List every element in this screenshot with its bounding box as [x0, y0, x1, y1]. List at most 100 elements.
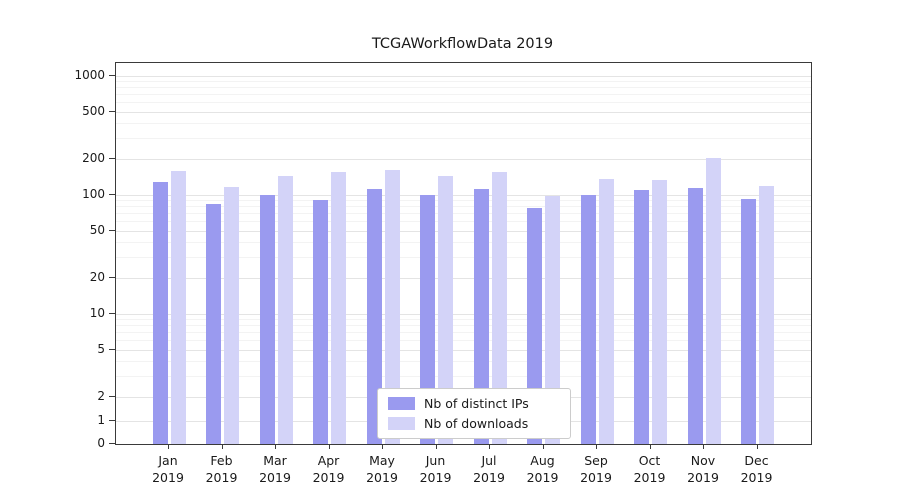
bar-downloads-mar	[277, 175, 293, 444]
x-tick-label: Jan 2019	[152, 453, 184, 485]
bar-downloads-sep	[598, 179, 614, 444]
major-gridline	[116, 111, 811, 113]
bar-distinct-ips-jan	[152, 182, 168, 444]
bar-downloads-dec	[759, 186, 774, 444]
y-tick-mark	[109, 158, 115, 159]
x-tick-label: Mar 2019	[259, 453, 291, 485]
bar-distinct-ips-mar	[259, 194, 275, 444]
legend: Nb of distinct IPs Nb of downloads	[377, 388, 571, 439]
bar-distinct-ips-apr	[313, 200, 328, 444]
bar-distinct-ips-sep	[580, 194, 596, 444]
bar-distinct-ips-nov	[687, 187, 703, 444]
minor-gridline	[116, 81, 811, 83]
minor-gridline	[116, 332, 811, 334]
x-tick-label: Sep 2019	[580, 453, 612, 485]
x-tick-mark	[221, 444, 223, 449]
minor-gridline	[116, 94, 811, 96]
y-tick-label: 50	[89, 222, 105, 237]
x-tick-mark	[168, 444, 169, 449]
plot-area	[115, 62, 812, 445]
minor-gridline	[116, 102, 811, 104]
major-gridline	[116, 278, 811, 279]
x-tick-mark	[489, 444, 490, 449]
bar-downloads-oct	[652, 180, 667, 444]
major-gridline	[116, 159, 811, 160]
major-gridline	[116, 194, 811, 196]
chart-title: TCGAWorkflowData 2019	[371, 36, 554, 52]
legend-label-distinct-ips: Nb of distinct IPs	[424, 396, 529, 411]
minor-gridline	[116, 138, 811, 140]
minor-gridline	[116, 340, 811, 342]
legend-swatch-distinct-ips	[388, 397, 415, 410]
x-tick-label: May 2019	[366, 453, 398, 485]
x-tick-mark	[328, 444, 330, 449]
bar-downloads-may	[384, 169, 400, 444]
y-tick-label: 10	[89, 305, 105, 320]
minor-gridline	[116, 221, 811, 223]
y-tick-label: 5	[97, 341, 105, 356]
bar-downloads-jan	[170, 170, 186, 444]
y-tick-mark	[109, 419, 115, 421]
bar-distinct-ips-aug	[527, 207, 542, 444]
legend-swatch-downloads	[388, 417, 415, 430]
x-tick-label: Jul 2019	[473, 453, 505, 485]
y-tick-label: 200	[82, 151, 105, 165]
bar-downloads-nov	[705, 157, 721, 444]
minor-gridline	[116, 319, 811, 321]
y-tick-mark	[109, 312, 115, 314]
y-tick-mark	[109, 396, 115, 397]
y-tick-mark	[109, 110, 115, 112]
x-tick-label: Aug 2019	[526, 453, 559, 485]
x-tick-label: Jun 2019	[419, 453, 452, 485]
y-tick-label: 20	[89, 270, 105, 284]
y-tick-label: 500	[82, 103, 105, 118]
x-tick-label: Dec 2019	[740, 453, 773, 485]
bar-downloads-feb	[224, 186, 239, 444]
x-tick-mark	[703, 444, 704, 449]
x-tick-mark	[649, 444, 651, 449]
x-tick-mark	[435, 444, 437, 449]
bar-distinct-ips-may	[366, 188, 382, 444]
major-gridline	[116, 230, 811, 232]
y-tick-label: 1	[97, 412, 105, 427]
y-tick-mark	[109, 193, 115, 195]
bar-distinct-ips-jul	[473, 188, 489, 444]
minor-gridline	[116, 87, 811, 89]
minor-gridline	[116, 206, 811, 208]
x-tick-mark	[275, 444, 276, 449]
x-tick-label: Oct 2019	[633, 453, 666, 485]
x-tick-mark	[382, 444, 383, 449]
bar-distinct-ips-dec	[741, 199, 756, 444]
bar-downloads-jul	[491, 171, 507, 444]
y-tick-mark	[109, 229, 115, 231]
y-tick-label: 100	[82, 186, 105, 201]
minor-gridline	[116, 242, 811, 244]
minor-gridline	[116, 123, 811, 125]
x-tick-mark	[756, 444, 758, 449]
bar-distinct-ips-oct	[634, 189, 649, 444]
bar-distinct-ips-jun	[420, 194, 435, 444]
minor-gridline	[116, 200, 811, 202]
y-tick-mark	[109, 277, 115, 278]
y-tick-label: 2	[97, 389, 105, 403]
y-tick-mark	[109, 443, 115, 444]
x-tick-label: Nov 2019	[687, 453, 719, 485]
minor-gridline	[116, 361, 811, 363]
bar-distinct-ips-feb	[206, 203, 221, 444]
major-gridline	[116, 75, 811, 77]
minor-gridline	[116, 257, 811, 259]
legend-item-distinct-ips: Nb of distinct IPs	[388, 396, 560, 411]
x-tick-mark	[596, 444, 597, 449]
x-tick-mark	[542, 444, 544, 449]
y-tick-mark	[109, 74, 115, 76]
legend-item-downloads: Nb of downloads	[388, 416, 560, 431]
minor-gridline	[116, 376, 811, 378]
y-tick-mark	[109, 348, 115, 350]
legend-label-downloads: Nb of downloads	[424, 416, 529, 431]
major-gridline	[116, 349, 811, 351]
minor-gridline	[116, 325, 811, 327]
bar-downloads-apr	[331, 172, 346, 444]
x-tick-label: Apr 2019	[312, 453, 345, 485]
minor-gridline	[116, 213, 811, 215]
